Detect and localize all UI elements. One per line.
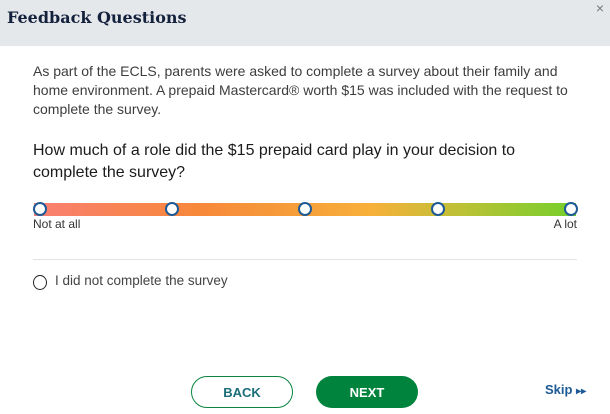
scale-point-5[interactable] [564, 202, 578, 216]
dialog-title: Feedback Questions [7, 8, 187, 27]
skip-link[interactable]: Skip ▸▸ [545, 382, 586, 397]
scale-point-4[interactable] [431, 202, 445, 216]
did-not-complete-radio[interactable] [33, 275, 47, 290]
scale-max-label: A lot [553, 217, 577, 231]
divider [33, 259, 577, 260]
scale-min-label: Not at all [33, 217, 81, 231]
next-button[interactable]: NEXT [316, 376, 418, 408]
close-icon[interactable]: × [595, 0, 604, 16]
skip-label: Skip [545, 382, 573, 397]
fast-forward-icon: ▸▸ [576, 386, 587, 397]
back-button[interactable]: BACK [191, 376, 293, 408]
scale-point-1[interactable] [33, 202, 47, 216]
dialog-header: Feedback Questions × [0, 0, 610, 46]
scale-point-2[interactable] [165, 202, 179, 216]
did-not-complete-label[interactable]: I did not complete the survey [55, 273, 228, 288]
question-text: How much of a role did the $15 prepaid c… [33, 142, 516, 181]
scale-point-3[interactable] [298, 202, 312, 216]
intro-text: As part of the ECLS, parents were asked … [33, 63, 568, 117]
